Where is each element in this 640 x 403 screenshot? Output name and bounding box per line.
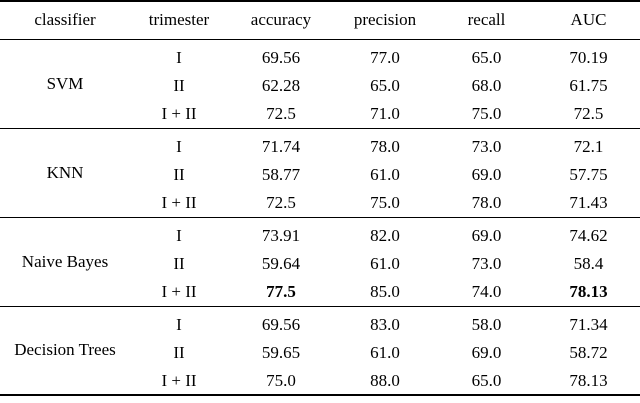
table-row: II 62.28 65.0 68.0 61.75 [0,72,640,100]
metric-cell: 71.34 [569,315,608,335]
metric-cell: 69.56 [261,48,301,68]
trimester-cell: I [176,48,182,68]
metric-cell: 68.0 [471,76,502,95]
metric-cell: 88.0 [370,370,400,390]
metric-cell: 71.74 [261,137,301,157]
metric-cell: 69.56 [261,315,301,335]
table-row: Decision Trees I 69.56 83.0 58.0 71.34 [0,306,640,359]
trimester-cell: I + II [161,370,197,390]
metric-cell: 75.0 [370,192,400,212]
trimester-cell: II [173,343,185,362]
header-cell: precision [353,10,417,30]
metric-cell: 69.0 [471,226,502,246]
metric-cell: 59.65 [261,343,301,362]
table-row: II 59.65 61.0 69.0 58.72 [0,339,640,367]
metric-cell: 72.5 [266,103,296,123]
metric-cell: 58.77 [261,165,301,184]
table-row: I + II 72.5 71.0 75.0 72.5 [0,100,640,128]
classifier-group: KNN I 71.74 78.0 73.0 72.1 II 58.77 61.0 69.0 57.7… [0,128,640,217]
table-row: KNN I 71.74 78.0 73.0 72.1 [0,128,640,181]
metric-cell: 58.72 [569,343,608,362]
trimester-cell: I + II [161,192,197,212]
metric-cell: 58.4 [573,254,604,273]
table-row: II 58.77 61.0 69.0 57.75 [0,161,640,189]
metric-cell: 85.0 [370,281,400,301]
metric-cell: 77.0 [370,48,400,68]
metric-cell: 75.0 [266,370,296,390]
trimester-cell: I + II [161,103,197,123]
header-cell: accuracy [250,10,312,30]
metric-cell: 73.0 [471,137,502,157]
metric-cell: 65.0 [370,76,400,95]
trimester-cell: I [176,315,182,335]
metric-cell: 65.0 [471,48,502,68]
metric-cell: 73.0 [471,254,502,273]
trimester-cell: II [173,76,185,95]
metric-cell: 69.0 [471,165,502,184]
metric-cell: 70.19 [569,48,608,68]
table-header: classifier trimester accuracy precision … [0,1,640,39]
header-cell: AUC [570,10,607,30]
metric-cell: 73.91 [261,226,301,246]
metric-cell: 83.0 [370,315,400,335]
classifier-group: SVM I 69.56 77.0 65.0 70.19 II 62.28 65.0 68.0 61.… [0,39,640,128]
metric-cell: 71.43 [569,192,608,212]
metric-cell: 82.0 [370,226,400,246]
metric-cell: 78.0 [370,137,400,157]
classifier-cell: KNN [46,162,84,182]
header-cell: trimester [148,10,210,30]
classifier-cell: Naive Bayes [21,251,109,271]
header-cell: classifier [34,10,96,30]
metric-cell: 61.0 [370,343,400,362]
table-row: Naive Bayes I 73.91 82.0 69.0 74.62 [0,217,640,270]
metric-cell: 58.0 [471,315,502,335]
metric-cell: 78.13 [569,281,608,301]
metric-cell: 57.75 [569,165,608,184]
metric-cell: 59.64 [261,254,301,273]
classifier-group: Decision Trees I 69.56 83.0 58.0 71.34 II 59.65… [0,306,640,395]
metric-cell: 72.5 [573,103,604,123]
trimester-cell: I [176,137,182,157]
table-row: II 59.64 61.0 73.0 58.4 [0,250,640,278]
trimester-cell: II [173,254,185,273]
trimester-cell: I [176,226,182,246]
classifier-cell: Decision Trees [14,340,116,360]
header-row: classifier trimester accuracy precision … [0,1,640,39]
metric-cell: 65.0 [471,370,502,390]
metric-cell: 61.75 [569,76,608,95]
metric-cell: 72.5 [266,192,296,212]
classifier-group: Naive Bayes I 73.91 82.0 69.0 74.62 II 59.64 61.… [0,217,640,306]
metric-cell: 69.0 [471,343,502,362]
metric-cell: 62.28 [261,76,301,95]
metric-cell: 72.1 [573,137,604,157]
metric-cell: 71.0 [370,103,400,123]
table-row: I + II 75.0 88.0 65.0 78.13 [0,367,640,395]
trimester-cell: II [173,165,185,184]
metric-cell: 74.62 [569,226,608,246]
metric-cell: 75.0 [471,103,502,123]
metric-cell: 78.0 [471,192,502,212]
metric-cell: 78.13 [569,370,608,390]
table-row: SVM I 69.56 77.0 65.0 70.19 [0,39,640,92]
trimester-cell: I + II [161,281,197,301]
header-cell: recall [467,10,506,30]
metric-cell: 74.0 [471,281,502,301]
classifier-cell: SVM [46,73,84,93]
metric-cell: 77.5 [266,281,296,301]
table-row: I + II 72.5 75.0 78.0 71.43 [0,189,640,217]
table-row: I + II 77.5 85.0 74.0 78.13 [0,278,640,306]
metric-cell: 61.0 [370,165,400,184]
metric-cell: 61.0 [370,254,400,273]
